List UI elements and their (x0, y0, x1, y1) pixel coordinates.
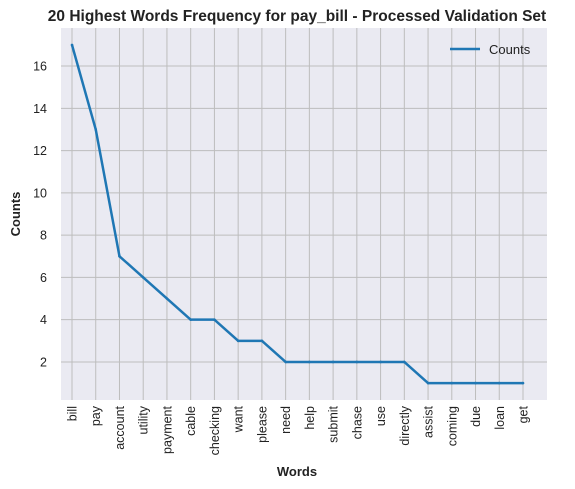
x-tick-label-assist: assist (422, 405, 436, 437)
y-tick-label: 12 (33, 144, 47, 158)
data-point-loan (497, 381, 501, 385)
plot-area (61, 28, 547, 400)
data-point-utility (141, 276, 145, 279)
x-tick-label-account: account (113, 405, 127, 449)
data-point-account (118, 254, 121, 258)
data-point-chase (355, 360, 359, 364)
x-tick-label-please: please (255, 406, 269, 443)
data-point-use (379, 360, 382, 364)
data-point-coming (450, 381, 454, 385)
y-tick-label: 2 (40, 355, 47, 369)
x-tick-label-cable: cable (184, 406, 198, 436)
x-tick-label-chase: chase (350, 406, 364, 439)
x-tick-label-pay: pay (89, 405, 103, 426)
series-line-counts (70, 44, 523, 385)
data-point-checking (213, 318, 216, 321)
x-tick-label-use: use (374, 406, 388, 426)
data-point-submit (331, 360, 335, 364)
y-tick-label: 16 (33, 60, 47, 74)
x-tick-label-directly: directly (398, 405, 412, 445)
x-tick-label-help: help (303, 406, 317, 430)
x-tick-label-want: want (232, 405, 246, 433)
series-layer (70, 43, 525, 385)
x-tick-label-checking: checking (208, 406, 222, 455)
y-tick-label: 6 (40, 271, 47, 285)
x-axis-label: Words (277, 464, 317, 479)
data-point-pay (94, 128, 98, 131)
data-point-help (308, 360, 311, 364)
data-point-bill (70, 43, 74, 47)
legend-label-counts: Counts (489, 42, 531, 57)
y-tick-label: 14 (33, 102, 47, 116)
x-tick-label-get: get (517, 405, 531, 423)
grid-lines (61, 28, 547, 400)
x-tick-label-loan: loan (493, 406, 507, 430)
x-tick-label-submit: submit (327, 405, 341, 442)
x-tick-label-payment: payment (160, 405, 174, 453)
y-tick-label: 4 (40, 313, 47, 327)
x-tick-label-bill: bill (66, 406, 80, 421)
x-tick-label-coming: coming (445, 406, 459, 446)
y-axis-label: Counts (8, 192, 23, 237)
y-axis-ticks: 2 4 6 8 10 12 14 16 (33, 60, 47, 370)
x-tick-label-utility: utility (137, 405, 151, 434)
y-tick-label: 10 (33, 186, 47, 200)
y-tick-label: 8 (40, 229, 47, 243)
data-point-payment (165, 297, 169, 300)
x-axis-ticks: bill pay account utility payment cable checkin… (66, 405, 531, 455)
data-point-directly (403, 360, 406, 364)
x-tick-label-need: need (279, 406, 293, 434)
data-point-get (521, 381, 525, 385)
data-point-need (284, 360, 287, 364)
chart-title: 20 Highest Words Frequency for pay_bill … (48, 8, 546, 25)
data-point-cable (189, 318, 192, 321)
data-point-please (260, 339, 264, 343)
data-point-want (236, 339, 240, 343)
data-point-assist (426, 381, 430, 385)
legend: Counts (450, 42, 531, 57)
data-point-due (474, 381, 477, 385)
x-tick-label-due: due (469, 406, 483, 427)
